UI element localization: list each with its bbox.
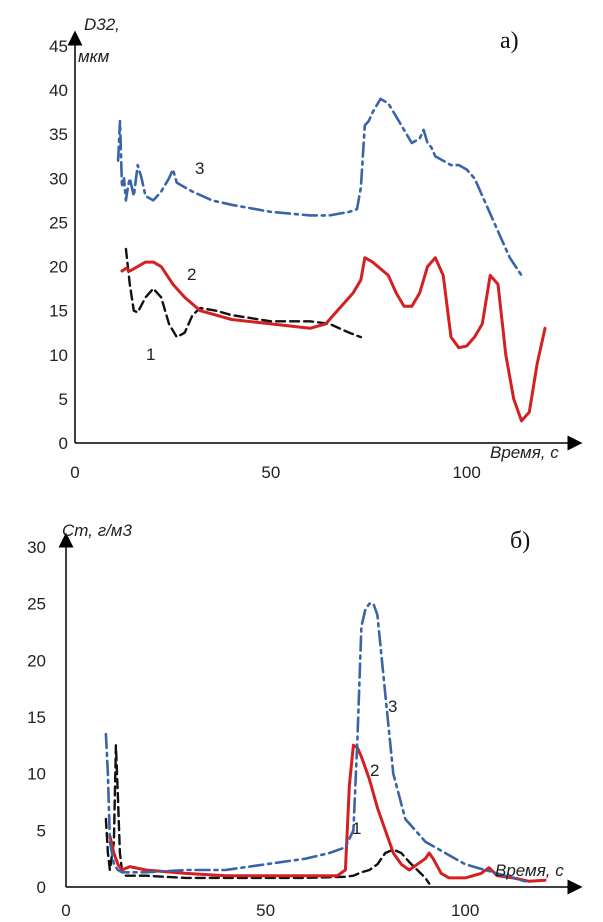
- panel-a-label: а): [500, 28, 519, 54]
- panel-a-y-tick-label: 5: [59, 390, 68, 409]
- panel-b-axes: [58, 532, 583, 895]
- panel-a-series-label-2: 2: [187, 265, 196, 284]
- panel-a-x-tick-label: 0: [70, 463, 79, 482]
- panel-b-label: б): [510, 528, 530, 554]
- panel-b-y-tick-label: 0: [37, 878, 46, 897]
- panel-b-y-tick-label: 25: [27, 595, 46, 614]
- panel-a-y-tick-label: 10: [49, 346, 68, 365]
- panel-b-xlabel: Время, с: [495, 861, 564, 880]
- panel-b-x-tick-label: 0: [61, 901, 70, 920]
- panel-a-series-line-1: [124, 247, 363, 339]
- panel-b-series: [104, 602, 547, 885]
- panel-a-y-tick-label: 45: [49, 37, 68, 56]
- panel-a-x-tick-label: 100: [452, 463, 480, 482]
- panel-a-y-tick-label: 25: [49, 213, 68, 232]
- panel-b-series-label-2: 2: [370, 761, 379, 780]
- panel-b-y-tick-label: 30: [27, 538, 46, 557]
- panel-a-y-tick-label: 0: [59, 434, 68, 453]
- panel-b-series-line-3: [104, 602, 527, 883]
- panel-b-x-tick-label: 100: [451, 901, 479, 920]
- panel-a-ylabel-line2: мкм: [78, 47, 110, 66]
- panel-b-y-tick-label: 5: [37, 821, 46, 840]
- panel-b-series-line-1: [104, 744, 431, 885]
- panel-b-x-tick-label: 50: [256, 901, 275, 920]
- panel-a-axes: [67, 30, 583, 451]
- panel-a-series-label-1: 1: [146, 345, 155, 364]
- panel-b-y-tick-label: 15: [27, 708, 46, 727]
- panel-a-xlabel: Время, с: [490, 443, 559, 462]
- panel-a-ylabel-line1: D32,: [84, 15, 120, 34]
- panel-b-ylabel: Ст, г/м3: [62, 521, 132, 540]
- panel-b-series-line-2: [108, 743, 547, 883]
- panel-a-y-tick-label: 40: [49, 81, 68, 100]
- panel-a-series: [116, 97, 547, 423]
- panel-a-y-tick-label: 15: [49, 302, 68, 321]
- panel-b-ticks: 0 5 10 15 20 25 30 0 50 100: [27, 538, 479, 920]
- panel-a-series-line-3: [116, 97, 523, 277]
- panel-a-series-line-2: [120, 256, 547, 423]
- panel-a-y-tick-label: 20: [49, 258, 68, 277]
- panel-a-y-tick-label: 35: [49, 125, 68, 144]
- panel-a-x-tick-label: 50: [261, 463, 280, 482]
- panel-b-series-label-3: 3: [388, 697, 397, 716]
- panel-b-series-label-1: 1: [352, 819, 361, 838]
- panel-a: 0 5 10 15 20 25 30 35 40 45 0 50 100 а) D32, мкм Вре…: [49, 15, 583, 482]
- panel-a-series-label-3: 3: [195, 159, 204, 178]
- panel-a-y-tick-label: 30: [49, 169, 68, 188]
- panel-a-ticks: 0 5 10 15 20 25 30 35 40 45 0 50 100: [49, 37, 481, 482]
- panel-b-y-tick-label: 10: [27, 765, 46, 784]
- panel-b-y-tick-label: 20: [27, 651, 46, 670]
